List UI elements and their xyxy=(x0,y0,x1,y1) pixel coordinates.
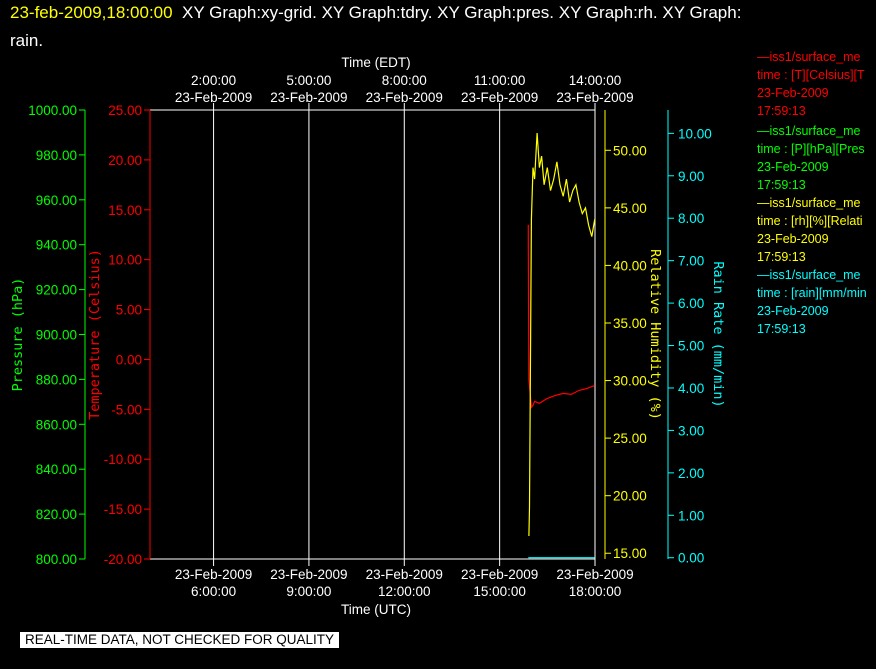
pressure-tick-label: 840.00 xyxy=(36,462,77,477)
humidity-tick-label: 30.00 xyxy=(613,374,647,389)
pressure-tick-label: 820.00 xyxy=(36,507,77,522)
pressure-tick-label: 900.00 xyxy=(36,328,77,343)
humidity-tick-label: 25.00 xyxy=(613,431,647,446)
rain-tick-label: 4.00 xyxy=(678,381,704,396)
legend-end-separator xyxy=(757,340,876,342)
pressure-tick-label: 860.00 xyxy=(36,417,77,432)
temperature-tick-label: -20.00 xyxy=(104,552,142,567)
quality-disclaimer: REAL-TIME DATA, NOT CHECKED FOR QUALITY xyxy=(20,632,340,648)
pressure-tick-label: 800.00 xyxy=(36,552,77,567)
legend-entry-rain: —iss1/surface_me time : [rain][mm/min 23… xyxy=(757,266,876,338)
x-tick-label-date: 23-Feb-2009 xyxy=(461,567,538,582)
title-line-2: rain. xyxy=(10,31,44,50)
temperature-tick-label: -5.00 xyxy=(111,402,142,417)
humidity-tick-label: 15.00 xyxy=(613,546,647,561)
x-top-tick-label-time: 14:00:00 xyxy=(569,73,622,88)
rain-tick-label: 1.00 xyxy=(678,508,704,523)
pressure-tick-label: 880.00 xyxy=(36,372,77,387)
temperature-tick-label: 5.00 xyxy=(116,303,142,318)
temperature-tick-label: 20.00 xyxy=(108,153,142,168)
legend-entry-date: 23-Feb-2009 xyxy=(757,86,829,100)
x-top-tick-label-time: 5:00:00 xyxy=(286,73,331,88)
x-tick-label-time: 18:00:00 xyxy=(569,584,622,599)
rain-tick-label: 8.00 xyxy=(678,211,704,226)
x-tick-label-date: 23-Feb-2009 xyxy=(270,567,347,582)
pressure-tick-label: 960.00 xyxy=(36,193,77,208)
temperature-tick-label: -15.00 xyxy=(104,502,142,517)
humidity-axis-title: Relative Humidity (%) xyxy=(647,249,663,420)
humidity-tick-label: 35.00 xyxy=(613,316,647,331)
x-tick-label-time: 15:00:00 xyxy=(473,584,526,599)
x-top-tick-label-date: 23-Feb-2009 xyxy=(270,90,347,105)
pressure-tick-label: 980.00 xyxy=(36,148,77,163)
legend-entry-name: —iss1/surface_me xyxy=(757,196,861,210)
rain-tick-label: 10.00 xyxy=(678,126,712,141)
x-top-tick-label-date: 23-Feb-2009 xyxy=(175,90,252,105)
legend-entry-unit: time : [rh][%][Relati xyxy=(757,214,863,228)
legend-entry-time: 17:59:13 xyxy=(757,104,806,118)
pressure-tick-label: 940.00 xyxy=(36,238,77,253)
rain-tick-label: 6.00 xyxy=(678,296,704,311)
legend-entry-name: —iss1/surface_me xyxy=(757,124,861,138)
humidity-tick-label: 45.00 xyxy=(613,201,647,216)
rain-tick-label: 9.00 xyxy=(678,169,704,184)
x-tick-label-time: 6:00:00 xyxy=(191,584,236,599)
x-top-tick-label-time: 8:00:00 xyxy=(382,73,427,88)
legend-entry-name: —iss1/surface_me xyxy=(757,50,861,64)
rain-tick-label: 5.00 xyxy=(678,339,704,354)
series-line-rh xyxy=(528,132,596,537)
legend-entry-time: 17:59:13 xyxy=(757,250,806,264)
rain-tick-label: 0.00 xyxy=(678,551,704,566)
title-graph-list: XY Graph:xy-grid. XY Graph:tdry. XY Grap… xyxy=(182,3,742,22)
humidity-tick-label: 50.00 xyxy=(613,143,647,158)
rain-tick-label: 7.00 xyxy=(678,254,704,269)
x-tick-label-date: 23-Feb-2009 xyxy=(556,567,633,582)
temperature-tick-label: -10.00 xyxy=(104,452,142,467)
x-top-tick-label-date: 23-Feb-2009 xyxy=(556,90,633,105)
temperature-tick-label: 25.00 xyxy=(108,103,142,118)
x-top-tick-label-date: 23-Feb-2009 xyxy=(461,90,538,105)
rain-tick-label: 3.00 xyxy=(678,423,704,438)
x-tick-label-time: 9:00:00 xyxy=(286,584,331,599)
legend-entry-unit: time : [P][hPa][Pres xyxy=(757,142,865,156)
legend-entry-time: 17:59:13 xyxy=(757,178,806,192)
legend-entry-humidity: —iss1/surface_me time : [rh][%][Relati 2… xyxy=(757,194,876,266)
legend-entry-time: 17:59:13 xyxy=(757,322,806,336)
legend-entry-date: 23-Feb-2009 xyxy=(757,304,829,318)
legend-entry-date: 23-Feb-2009 xyxy=(757,232,829,246)
humidity-tick-label: 40.00 xyxy=(613,258,647,273)
legend-entry-unit: time : [T][Celsius][T xyxy=(757,68,865,82)
series-line-T xyxy=(527,224,595,409)
humidity-tick-label: 20.00 xyxy=(613,489,647,504)
legend-entry-temperature: —iss1/surface_me time : [T][Celsius][T 2… xyxy=(757,48,876,120)
rain-tick-label: 2.00 xyxy=(678,466,704,481)
legend-entry-name: —iss1/surface_me xyxy=(757,268,861,282)
legend-entry-date: 23-Feb-2009 xyxy=(757,160,829,174)
x-top-tick-label-date: 23-Feb-2009 xyxy=(366,90,443,105)
pressure-axis-title: Pressure (hPa) xyxy=(10,278,26,392)
x-tick-label-date: 23-Feb-2009 xyxy=(175,567,252,582)
x-bottom-axis-title: Time (UTC) xyxy=(341,602,411,617)
pressure-tick-label: 920.00 xyxy=(36,283,77,298)
title-timestamp: 23-feb-2009,18:00:00 xyxy=(10,3,173,22)
pressure-tick-label: 1000.00 xyxy=(28,103,77,118)
rain-axis-title: Rain Rate (mm/min) xyxy=(710,261,726,407)
x-top-axis-title: Time (EDT) xyxy=(341,55,410,70)
x-top-tick-label-time: 2:00:00 xyxy=(191,73,236,88)
x-tick-label-date: 23-Feb-2009 xyxy=(366,567,443,582)
temperature-tick-label: 0.00 xyxy=(116,352,142,367)
temperature-tick-label: 15.00 xyxy=(108,203,142,218)
legend-entry-unit: time : [rain][mm/min xyxy=(757,286,867,300)
title-line-1: 23-feb-2009,18:00:00 XY Graph:xy-grid. X… xyxy=(10,3,741,23)
legend-entry-pressure: —iss1/surface_me time : [P][hPa][Pres 23… xyxy=(757,122,876,194)
x-top-tick-label-time: 11:00:00 xyxy=(474,73,526,88)
temperature-axis-title: Temperature (Celsius) xyxy=(87,249,103,420)
temperature-tick-label: 10.00 xyxy=(108,253,142,268)
x-tick-label-time: 12:00:00 xyxy=(378,584,431,599)
